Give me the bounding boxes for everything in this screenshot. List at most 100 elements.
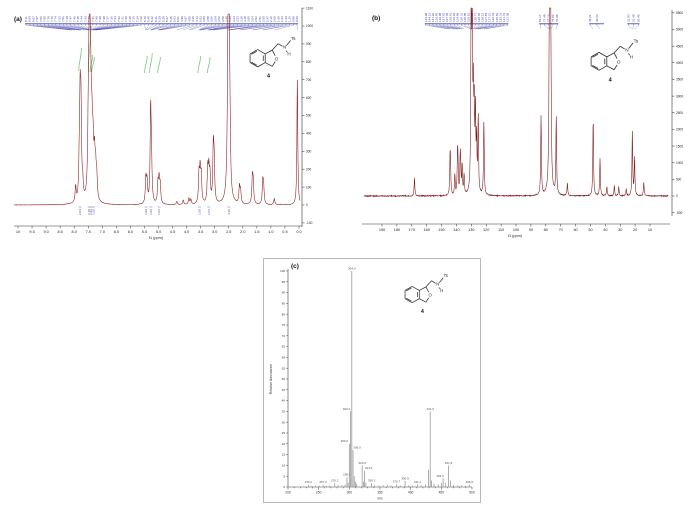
- peak-list-value: 7.34: [113, 16, 117, 22]
- integral-curve: [144, 55, 148, 74]
- y-axis-title: Relative Abundance: [269, 364, 273, 394]
- peak-list-value: 4.13: [195, 16, 199, 22]
- peak-list-value: 5.45: [147, 16, 151, 22]
- x-axis: 200 250 300 350 400 450 500 m/z: [285, 486, 475, 501]
- y-tick-label: 500: [676, 178, 682, 182]
- peak-list-value: 3.93: [198, 16, 202, 22]
- integral-curve: [89, 54, 93, 73]
- peak-connector-line: [200, 25, 223, 31]
- peak-connector-line: [188, 25, 201, 31]
- bond-line: [406, 297, 412, 302]
- ms-peak-label: 495.6: [466, 480, 474, 484]
- x-tick-label: 450: [439, 491, 445, 495]
- peak-list-value: 127.56: [484, 12, 488, 22]
- x-tick-label: 0.5: [282, 230, 287, 234]
- peak-connector-line: [158, 25, 182, 31]
- peak-list-value: 7.31: [121, 16, 125, 22]
- y-tick-label: 1000: [306, 24, 313, 28]
- peak-list-value: 77.48: [542, 14, 546, 22]
- peak-list-value: 3.56: [210, 16, 214, 22]
- bond-line: [590, 52, 600, 58]
- peak-list-value: 5.01: [176, 16, 180, 22]
- panel-b-label: (b): [372, 15, 381, 22]
- peak-list-value: 7.97: [35, 16, 39, 22]
- nmr-trace: [13, 13, 301, 206]
- x-tick-label: 5.5: [142, 230, 147, 234]
- x-tick-label: 10: [16, 230, 20, 234]
- peak-list-value: 137.35: [445, 12, 449, 22]
- peak-connector-line: [240, 25, 275, 31]
- peak-connector-line: [425, 25, 450, 30]
- x-tick-label: 2.5: [226, 230, 231, 234]
- y-tick-label: 5: [283, 474, 285, 478]
- peak-list-cluster: 43.63: [595, 14, 604, 30]
- x-tick-label: 300: [347, 491, 353, 495]
- integral-value: 1.07: [207, 209, 211, 215]
- peak-connector-line: [436, 25, 458, 30]
- bond-line: [620, 45, 625, 50]
- peak-connector-line: [263, 25, 290, 31]
- panel-c-label: (c): [291, 263, 299, 270]
- peak-list-value: 7.51: [61, 16, 65, 22]
- y-tick-label: 100: [306, 185, 312, 189]
- peak-list-value: 2.50: [262, 16, 266, 22]
- ms-peak-label: 304.0: [348, 266, 356, 270]
- 1h-nmr-spectrum-plot: 10 9.5 9.0 8.5 8.0 7.5 7.0 6.5 6.0 5.5 5.0 4.5 4.0 3.…: [13, 6, 313, 240]
- peak-list-value: 8.07: [31, 16, 35, 22]
- peak-list-value: 128.12: [481, 12, 485, 22]
- peak-list-value: 130.05: [463, 12, 467, 22]
- integral-value: 2.10: [87, 209, 91, 215]
- bond-line: [271, 61, 276, 67]
- peak-connector-line: [66, 25, 89, 31]
- peak-connector-line: [151, 25, 171, 31]
- y-axis: 1009590858075706560555045403530252015105…: [269, 269, 289, 489]
- peak-list-value: 139.45: [434, 12, 438, 22]
- bond-line: [411, 298, 420, 304]
- x-tick-label: 110: [498, 228, 504, 232]
- x-axis-title: f1 (ppm): [149, 236, 164, 240]
- peak-connector-line: [144, 25, 146, 31]
- bond-line: [271, 43, 279, 51]
- peak-connector-line: [51, 25, 81, 31]
- y-tick-label: 1000: [676, 161, 683, 165]
- peak-connector-line: [476, 25, 494, 30]
- compound-number-label: 4: [609, 78, 613, 84]
- x-tick-label: 3.5: [198, 230, 203, 234]
- peak-list-value: 72.95: [555, 14, 559, 22]
- bond-line: [285, 40, 291, 47]
- peak-connector-line: [540, 25, 542, 30]
- peak-connector-line: [596, 25, 601, 30]
- peak-connector-line: [146, 25, 157, 31]
- x-tick-label: 200: [285, 491, 291, 495]
- bond-line: [613, 52, 618, 59]
- peak-list-value: 7.38: [102, 16, 106, 22]
- peak-list-value: 144.12: [427, 12, 431, 22]
- ms-peak-label: 324.9: [365, 466, 373, 470]
- nh-proton-label: H: [630, 55, 633, 60]
- tosyl-group-label: Ts: [634, 38, 639, 43]
- x-tick-label: 7.5: [86, 230, 91, 234]
- x-tick-label: 30: [618, 228, 622, 232]
- bond-line: [598, 65, 607, 71]
- y-axis: 5500500045004000350030002500200015001000…: [671, 10, 683, 216]
- peak-connector-line: [199, 25, 216, 31]
- peak-list-value: 3.54: [213, 16, 217, 22]
- x-tick-label: 7.0: [100, 230, 105, 234]
- bond-line: [431, 280, 436, 284]
- oxygen-atom-label: O: [617, 60, 621, 65]
- peak-list-value: 2.09: [273, 16, 277, 22]
- tosyl-group-label: Ts: [291, 36, 296, 41]
- y-tick-label: 0: [676, 194, 678, 198]
- peak-list-value: 1.66: [276, 16, 280, 22]
- peak-list-value: 7.28: [128, 16, 132, 22]
- x-tick-label: 1.5: [254, 230, 259, 234]
- peak-connector-line: [634, 25, 639, 30]
- x-tick-label: 500: [469, 491, 475, 495]
- peak-connector-line: [484, 25, 508, 30]
- y-tick-label: 800: [306, 60, 312, 64]
- peak-connector-line: [93, 25, 119, 31]
- peak-list-value: 4.99: [180, 16, 184, 22]
- ms-peak-label: 461.8: [445, 461, 453, 465]
- y-tick-label: 500: [306, 114, 312, 118]
- x-axis-title: f1 (ppm): [508, 234, 523, 238]
